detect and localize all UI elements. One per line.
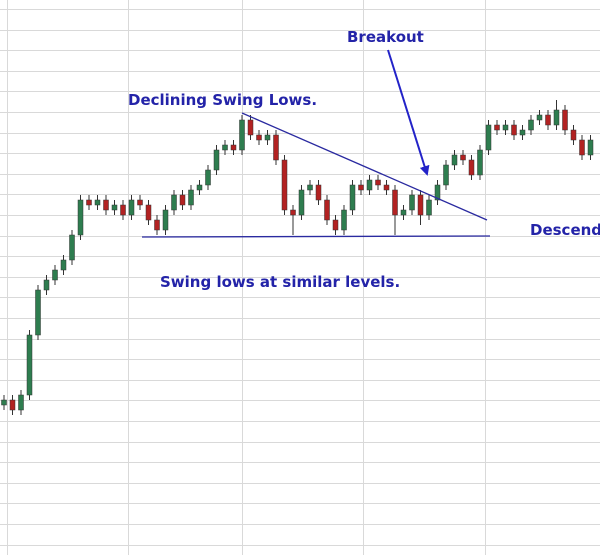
candle-body: [468, 159, 475, 176]
candle-body: [536, 114, 543, 121]
candle-body: [26, 334, 33, 396]
candle-body: [392, 189, 398, 216]
candle-body: [94, 199, 101, 206]
candle-body: [315, 184, 322, 201]
candle-body: [230, 144, 237, 151]
pattern-label: Descending Triangle: [530, 221, 600, 239]
candle-body: [519, 129, 526, 136]
candle-body: [9, 399, 16, 411]
candle-body: [502, 124, 509, 131]
candle-body: [307, 184, 313, 191]
candle-body: [341, 209, 347, 231]
candle-body: [298, 189, 305, 216]
candle-body: [553, 109, 560, 126]
candle-body: [511, 124, 517, 136]
candle-body: [426, 199, 432, 216]
candle-body: [171, 194, 177, 211]
candle-body: [477, 149, 483, 176]
candle-body: [154, 219, 160, 231]
candle-body: [324, 199, 330, 221]
candle-body: [383, 184, 390, 191]
candle-body: [52, 269, 58, 281]
similar-label: Swing lows at similar levels.: [160, 273, 400, 291]
candle-body: [256, 134, 262, 141]
candle-body: [264, 134, 271, 141]
candle-body: [35, 289, 41, 336]
candle-body: [86, 199, 92, 206]
candle-body: [239, 119, 245, 151]
candle-body: [162, 209, 169, 231]
candle-body: [103, 199, 109, 211]
candle-body: [281, 159, 288, 211]
candle-body: [443, 164, 449, 186]
candle-body: [290, 209, 296, 216]
candle-body: [409, 194, 415, 211]
candle-body: [494, 124, 500, 131]
support-line: [141, 235, 491, 238]
candle-body: [179, 194, 186, 206]
candle-body: [205, 169, 211, 186]
candle-body: [400, 209, 407, 216]
candle-body: [570, 129, 577, 141]
candle-body: [60, 259, 67, 271]
candles: [1, 100, 594, 415]
declining-label: Declining Swing Lows.: [128, 91, 317, 109]
candle-body: [43, 279, 50, 291]
candle-body: [18, 394, 24, 411]
breakout-arrow: [387, 49, 430, 176]
candle-body: [528, 119, 534, 131]
candle-body: [349, 184, 356, 211]
breakout-label: Breakout: [347, 28, 424, 46]
candle-body: [128, 199, 135, 216]
candle-body: [188, 189, 194, 206]
candle-body: [273, 134, 279, 161]
candle-body: [222, 144, 228, 151]
candle-body: [366, 179, 373, 191]
candle-body: [358, 184, 364, 191]
candle-body: [375, 179, 381, 186]
candle-body: [111, 204, 118, 211]
candle-body: [451, 154, 458, 166]
candle-body: [77, 199, 84, 236]
candle-body: [332, 219, 339, 231]
candle-body: [434, 184, 441, 201]
candle-body: [460, 154, 466, 161]
candle-body: [1, 399, 7, 406]
candle-body: [587, 139, 594, 156]
candle-body: [120, 204, 126, 216]
candle-body: [562, 109, 568, 131]
candle-body: [196, 184, 203, 191]
candle-body: [247, 119, 254, 136]
candle-body: [145, 204, 152, 221]
candle-body: [485, 124, 492, 151]
candle-body: [213, 149, 220, 171]
candle-body: [69, 234, 75, 261]
candle-body: [137, 199, 143, 206]
candle-body: [417, 194, 424, 216]
declining-trendline: [241, 112, 488, 221]
candle-body: [545, 114, 551, 126]
candle-body: [579, 139, 585, 156]
